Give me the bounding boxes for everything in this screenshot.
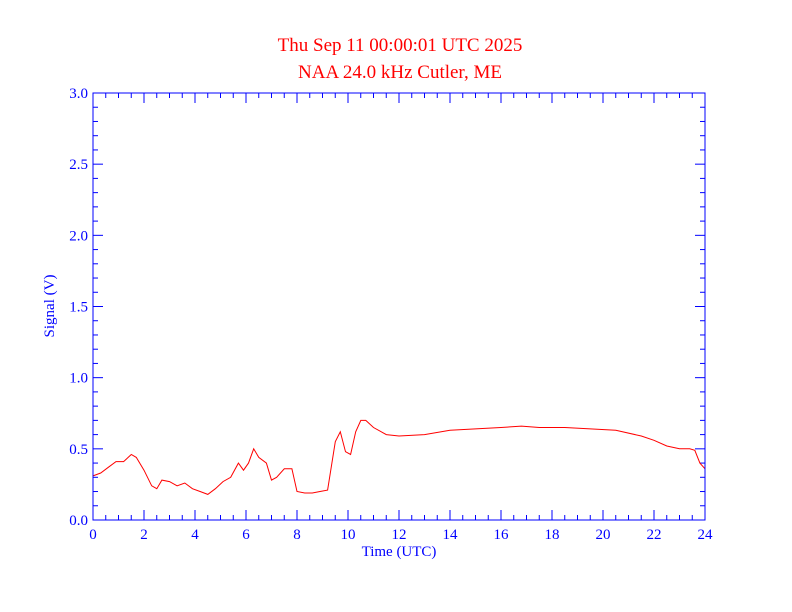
y-tick-label: 3.0 (69, 86, 88, 102)
signal-series-line (92, 419, 706, 495)
x-tick-label: 6 (242, 527, 250, 543)
y-tick-label: 2.5 (69, 157, 88, 173)
chart-subtitle: NAA 24.0 kHz Cutler, ME (298, 62, 502, 83)
x-tick-label: 24 (698, 527, 714, 543)
x-tick-label: 16 (494, 527, 510, 543)
x-tick-label: 20 (596, 527, 611, 543)
x-tick-label: 12 (392, 527, 407, 543)
x-axis-title: Time (UTC) (362, 544, 437, 560)
x-tick-label: 8 (293, 527, 301, 543)
x-tick-label: 4 (191, 527, 199, 543)
x-tick-label: 10 (341, 527, 356, 543)
chart-title: Thu Sep 11 00:00:01 UTC 2025 (278, 35, 523, 56)
y-tick-label: 1.0 (69, 371, 88, 387)
y-tick-label: 1.5 (69, 300, 88, 316)
x-tick-label: 0 (89, 527, 97, 543)
x-tick-label: 18 (545, 527, 560, 543)
series-layer (92, 419, 706, 495)
x-tick-label: 22 (647, 527, 662, 543)
x-tick-label: 14 (443, 527, 459, 543)
y-tick-label: 0.0 (69, 513, 88, 529)
x-tick-label: 2 (140, 527, 148, 543)
tick-marks (92, 92, 706, 521)
tick-labels: 0 2 4 6 8 10 12 14 16 18 20 22 240.00.51.01.52.02.53… (69, 86, 713, 543)
y-axis-title: Signal (V) (42, 275, 58, 338)
plot-frame (92, 92, 706, 521)
y-tick-label: 2.0 (69, 228, 88, 244)
y-tick-label: 0.5 (69, 442, 88, 458)
